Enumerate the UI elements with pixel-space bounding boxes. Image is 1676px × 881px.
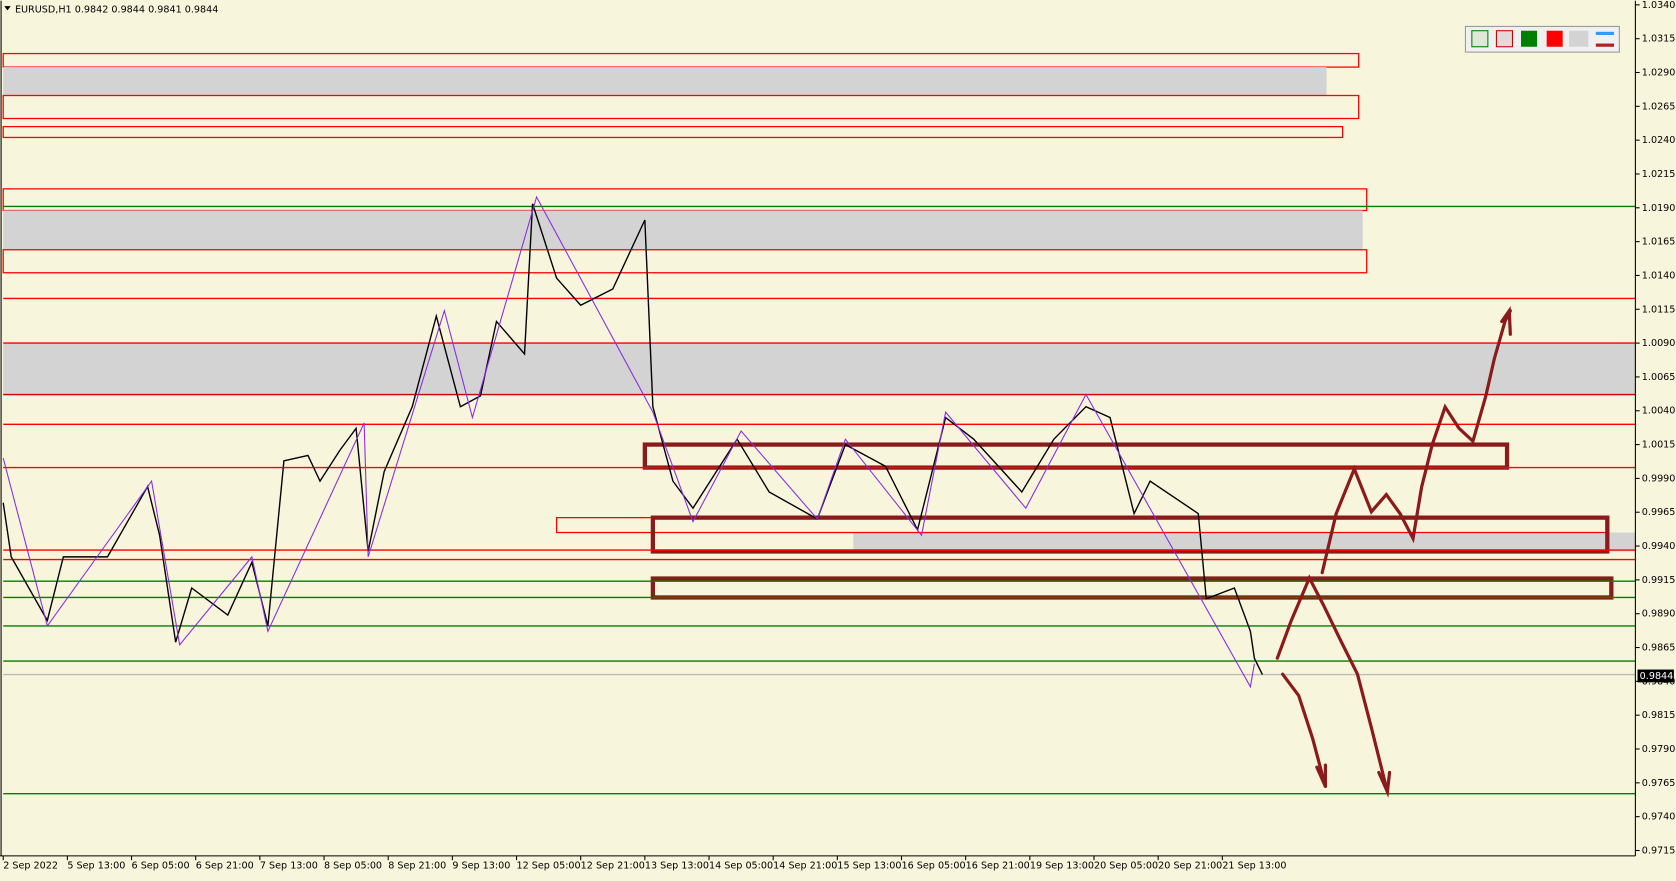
arrowhead <box>1315 763 1328 788</box>
zigzag-line <box>2 195 1255 689</box>
y-tick-label: 0.9715 <box>1642 845 1676 856</box>
right-axis <box>1635 0 1676 877</box>
x-tick-label: 7 Sep 13:00 <box>260 861 318 872</box>
y-tick-label: 1.0315 <box>1642 34 1676 45</box>
x-tick-label: 14 Sep 21:00 <box>773 861 837 872</box>
tool-button[interactable] <box>1595 43 1615 47</box>
red-zone <box>2 94 1360 120</box>
y-tick-label: 1.0240 <box>1642 135 1676 146</box>
x-tick-label: 15 Sep 13:00 <box>837 861 901 872</box>
x-tick-label: 16 Sep 21:00 <box>966 861 1030 872</box>
arrowhead <box>1377 770 1392 798</box>
price-line <box>2 203 1264 675</box>
x-tick-label: 2 Sep 2022 <box>3 861 58 872</box>
tool-button[interactable] <box>1595 31 1615 35</box>
y-tick-label: 1.0290 <box>1642 68 1676 79</box>
menu-icon[interactable] <box>4 6 11 11</box>
x-tick-label: 8 Sep 21:00 <box>388 861 446 872</box>
tool-button[interactable] <box>1495 30 1513 48</box>
x-tick-label: 8 Sep 05:00 <box>324 861 382 872</box>
x-tick-label: 19 Sep 13:00 <box>1030 861 1094 872</box>
tool-button[interactable] <box>1471 30 1489 48</box>
y-tick-label: 0.9940 <box>1642 541 1676 552</box>
red-zone <box>2 52 1360 68</box>
tool-button[interactable] <box>1521 30 1538 47</box>
price-tag <box>1637 669 1674 683</box>
marked-box <box>650 515 1610 554</box>
y-tick-label: 0.9965 <box>1642 507 1676 518</box>
y-tick-label: 1.0340 <box>1642 0 1676 11</box>
x-tick-label: 20 Sep 05:00 <box>1094 861 1158 872</box>
red-zone <box>2 125 1344 139</box>
x-tick-label: 20 Sep 21:00 <box>1158 861 1222 872</box>
y-tick-label: 0.9765 <box>1642 778 1676 789</box>
gray-zone <box>3 343 1636 395</box>
x-tick-label: 16 Sep 05:00 <box>902 861 966 872</box>
tool-button[interactable] <box>1546 30 1563 47</box>
arrow-up <box>1320 309 1512 575</box>
y-tick-label: 0.9890 <box>1642 609 1676 620</box>
x-tick-label: 12 Sep 21:00 <box>581 861 645 872</box>
arrowhead <box>1500 305 1512 336</box>
x-tick-label: 9 Sep 13:00 <box>452 861 510 872</box>
y-tick-label: 1.0265 <box>1642 101 1676 112</box>
x-tick-label: 13 Sep 13:00 <box>645 861 709 872</box>
x-tick-label: 6 Sep 21:00 <box>196 861 254 872</box>
gray-zone <box>3 210 1363 250</box>
tool-button[interactable] <box>1569 30 1589 47</box>
arrow-down-long <box>1275 574 1390 794</box>
red-zone <box>2 249 1368 274</box>
toolbar[interactable] <box>1464 25 1620 53</box>
y-tick-label: 1.0090 <box>1642 338 1676 349</box>
price-tag-label: 0.9844 <box>1640 671 1674 682</box>
y-tick-label: 1.0040 <box>1642 406 1676 417</box>
gray-zone <box>853 532 1636 552</box>
x-tick-label: 5 Sep 13:00 <box>67 861 125 872</box>
bottom-axis <box>0 855 1676 877</box>
arrow-down-short <box>1281 672 1328 789</box>
x-tick-label: 21 Sep 13:00 <box>1222 861 1286 872</box>
y-tick-label: 1.0140 <box>1642 270 1676 281</box>
y-tick-label: 1.0190 <box>1642 203 1676 214</box>
y-tick-label: 1.0065 <box>1642 372 1676 383</box>
y-tick-label: 0.9740 <box>1642 812 1676 823</box>
y-tick-label: 0.9790 <box>1642 744 1676 755</box>
forecast-arrows <box>1275 305 1512 798</box>
y-tick-label: 0.9915 <box>1642 575 1676 586</box>
x-tick-label: 14 Sep 05:00 <box>709 861 773 872</box>
y-tick-label: 1.0015 <box>1642 440 1676 451</box>
y-tick-label: 0.9990 <box>1642 473 1676 484</box>
gray-zone <box>3 67 1327 96</box>
y-tick-label: 1.0215 <box>1642 169 1676 180</box>
y-tick-label: 0.9865 <box>1642 643 1676 654</box>
x-tick-label: 12 Sep 05:00 <box>517 861 581 872</box>
y-tick-label: 0.9815 <box>1642 710 1676 721</box>
x-tick-label: 6 Sep 05:00 <box>132 861 190 872</box>
y-tick-label: 1.0165 <box>1642 237 1676 248</box>
y-tick-label: 1.0115 <box>1642 304 1676 315</box>
symbol-info: EURUSD,H1 0.9842 0.9844 0.9841 0.9844 <box>15 4 218 15</box>
